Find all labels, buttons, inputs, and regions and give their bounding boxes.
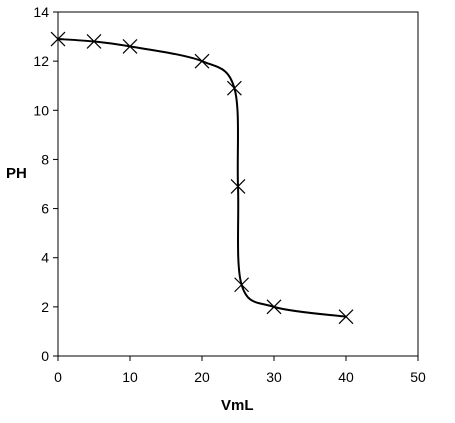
data-point [226,80,242,96]
y-tick-label: 6 [41,201,49,217]
y-tick-label: 8 [41,151,49,167]
series-markers [50,31,354,325]
data-point [234,277,250,293]
data-point [338,309,354,325]
x-tick-label: 0 [54,369,62,385]
y-axis-label: PH [6,165,27,182]
x-tick-label: 20 [194,369,210,385]
x-tick-label: 30 [266,369,282,385]
x-axis-label: VmL [221,397,254,414]
x-tick-label: 40 [338,369,354,385]
x-tick-label: 50 [410,369,426,385]
x-axis: 0 10 20 30 40 50 [54,356,426,385]
y-tick-label: 2 [41,299,49,315]
y-tick-label: 4 [41,250,49,266]
y-tick-label: 0 [41,348,49,364]
x-tick-label: 10 [122,369,138,385]
data-point [50,31,66,47]
series-line [57,38,347,318]
data-point [122,38,138,54]
data-point [86,34,102,49]
y-tick-label: 10 [33,102,49,118]
plot-frame [57,11,419,357]
data-point [266,299,282,315]
y-tick-label: 14 [33,4,49,20]
data-point [194,53,210,69]
y-axis: 0 2 4 6 8 10 12 14 [33,4,58,364]
data-point [230,179,246,194]
y-tick-label: 12 [33,53,49,69]
